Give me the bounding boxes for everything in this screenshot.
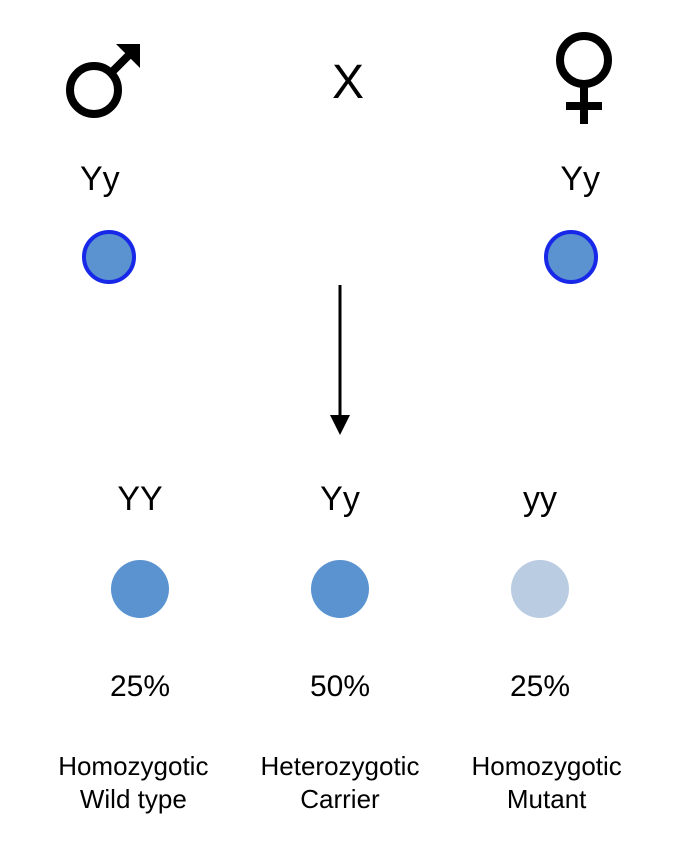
offspring-genotype-2: yy — [523, 480, 557, 518]
cross-symbol: X — [332, 55, 364, 110]
offspring-desc-0-line1: Homozygotic — [58, 751, 208, 781]
cross-arrow — [320, 280, 360, 445]
offspring-percent-2: 25% — [450, 670, 630, 704]
offspring-circle-row — [0, 560, 680, 618]
male-icon — [60, 36, 148, 129]
offspring-desc-2-line1: Homozygotic — [472, 751, 622, 781]
offspring-desc-0: Homozygotic Wild type — [33, 750, 233, 815]
male-phenotype-circle — [82, 230, 136, 284]
parent-symbols-row: X — [0, 30, 680, 135]
offspring-genotype-0: YY — [117, 480, 162, 518]
offspring-description-row: Homozygotic Wild type Heterozygotic Carr… — [0, 750, 680, 815]
female-genotype: Yy — [560, 160, 600, 199]
offspring-genotype-1: Yy — [320, 480, 360, 518]
offspring-circle-0 — [111, 560, 169, 618]
offspring-circle-1 — [311, 560, 369, 618]
offspring-percent-0: 25% — [50, 670, 230, 704]
female-phenotype-circle — [544, 230, 598, 284]
offspring-genotype-row: YY Yy yy — [0, 480, 680, 519]
offspring-desc-2-line2: Mutant — [507, 784, 587, 814]
offspring-percent-row: 25% 50% 25% — [0, 670, 680, 704]
offspring-desc-1-line1: Heterozygotic — [261, 751, 420, 781]
offspring-circle-2 — [511, 560, 569, 618]
offspring-desc-2: Homozygotic Mutant — [447, 750, 647, 815]
parent-circle-row — [0, 230, 680, 284]
offspring-percent-1: 50% — [250, 670, 430, 704]
offspring-desc-1: Heterozygotic Carrier — [240, 750, 440, 815]
parent-genotype-row: Yy Yy — [0, 160, 680, 199]
offspring-desc-1-line2: Carrier — [300, 784, 379, 814]
offspring-desc-0-line2: Wild type — [80, 784, 187, 814]
male-genotype: Yy — [80, 160, 120, 199]
female-icon — [548, 30, 620, 135]
